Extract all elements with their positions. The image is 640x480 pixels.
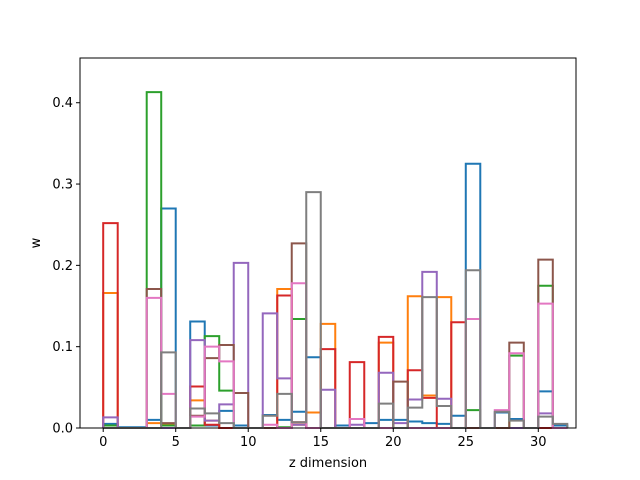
y-tick-label: 0.4 [52, 96, 73, 111]
x-tick-label: 25 [458, 435, 475, 450]
y-tick-label: 0.3 [52, 178, 73, 193]
x-tick-label: 20 [385, 435, 402, 450]
x-tick-label: 0 [99, 435, 107, 450]
x-tick-label: 30 [530, 435, 547, 450]
y-tick-label: 0.1 [52, 340, 73, 355]
x-tick-label: 10 [240, 435, 257, 450]
x-axis-label: z dimension [289, 456, 367, 471]
plot-frame [79, 57, 577, 429]
y-tick-label: 0.2 [52, 259, 73, 274]
ticks-layer: 0 5 10 15 20 25 30 0.0 0.1 0.2 0.3 0.4 [52, 96, 546, 450]
y-tick-label: 0.0 [52, 422, 73, 437]
x-tick-label: 15 [312, 435, 329, 450]
x-tick-label: 5 [172, 435, 180, 450]
plot-area [80, 58, 576, 428]
y-axis-label: w [29, 237, 44, 248]
